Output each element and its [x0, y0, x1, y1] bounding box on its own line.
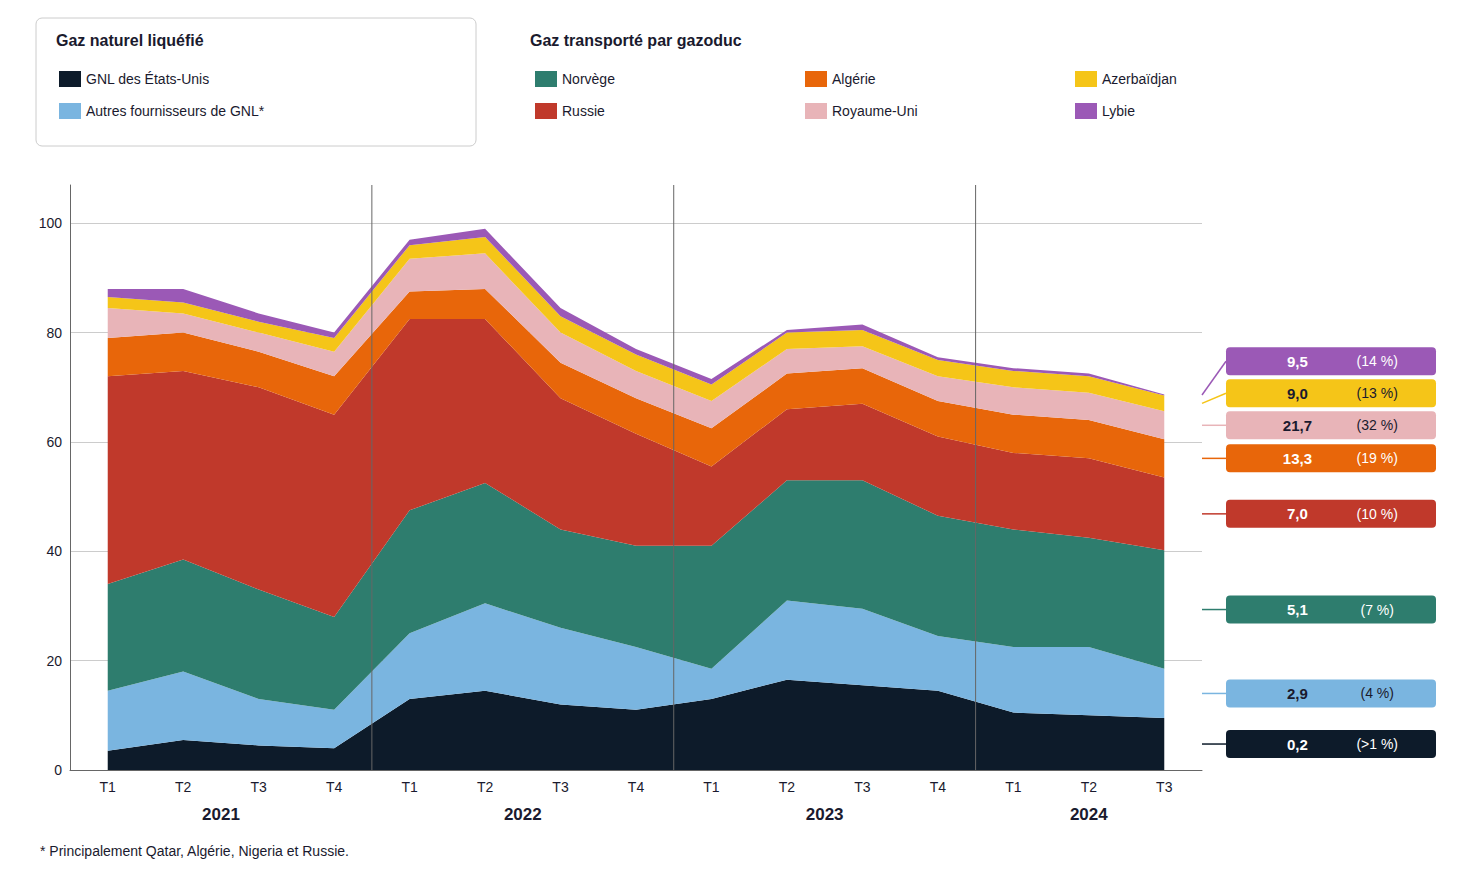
svg-text:GNL des États-Unis: GNL des États-Unis — [86, 71, 209, 87]
svg-text:Royaume-Uni: Royaume-Uni — [832, 103, 918, 119]
svg-text:2023: 2023 — [806, 805, 844, 824]
svg-text:40: 40 — [46, 543, 62, 559]
svg-text:80: 80 — [46, 325, 62, 341]
svg-text:(10 %): (10 %) — [1357, 506, 1398, 522]
svg-text:60: 60 — [46, 434, 62, 450]
svg-text:2024: 2024 — [1070, 805, 1108, 824]
svg-text:T1: T1 — [100, 779, 117, 795]
svg-text:T2: T2 — [175, 779, 192, 795]
svg-text:T3: T3 — [1156, 779, 1173, 795]
svg-text:Gaz naturel liquéfié: Gaz naturel liquéfié — [56, 32, 204, 49]
svg-text:T2: T2 — [1081, 779, 1098, 795]
svg-text:T3: T3 — [552, 779, 569, 795]
svg-text:2021: 2021 — [202, 805, 240, 824]
svg-text:0: 0 — [54, 762, 62, 778]
svg-text:* Principalement Qatar, Algéri: * Principalement Qatar, Algérie, Nigeria… — [40, 843, 349, 859]
svg-text:Autres fournisseurs de GNL*: Autres fournisseurs de GNL* — [86, 103, 265, 119]
svg-text:Azerbaïdjan: Azerbaïdjan — [1102, 71, 1177, 87]
svg-text:2,9: 2,9 — [1287, 685, 1308, 702]
svg-text:T1: T1 — [1005, 779, 1022, 795]
svg-text:(32 %): (32 %) — [1357, 417, 1398, 433]
svg-text:Gaz transporté par gazoduc: Gaz transporté par gazoduc — [530, 32, 742, 49]
svg-text:Lybie: Lybie — [1102, 103, 1135, 119]
svg-text:7,0: 7,0 — [1287, 505, 1308, 522]
svg-text:T2: T2 — [779, 779, 796, 795]
svg-text:T4: T4 — [930, 779, 947, 795]
svg-text:T1: T1 — [703, 779, 720, 795]
svg-text:T4: T4 — [628, 779, 645, 795]
svg-text:(13 %): (13 %) — [1357, 385, 1398, 401]
svg-text:(14 %): (14 %) — [1357, 353, 1398, 369]
svg-text:T2: T2 — [477, 779, 494, 795]
svg-text:100: 100 — [39, 215, 63, 231]
svg-text:13,3: 13,3 — [1283, 450, 1312, 467]
svg-text:20: 20 — [46, 653, 62, 669]
svg-text:(7 %): (7 %) — [1360, 602, 1393, 618]
svg-text:T3: T3 — [854, 779, 871, 795]
svg-text:2022: 2022 — [504, 805, 542, 824]
svg-text:Russie: Russie — [562, 103, 605, 119]
svg-text:(>1 %): (>1 %) — [1356, 736, 1398, 752]
svg-text:9,0: 9,0 — [1287, 385, 1308, 402]
svg-text:5,1: 5,1 — [1287, 601, 1308, 618]
svg-text:9,5: 9,5 — [1287, 353, 1308, 370]
svg-text:T3: T3 — [250, 779, 267, 795]
svg-text:21,7: 21,7 — [1283, 417, 1312, 434]
svg-text:T1: T1 — [401, 779, 418, 795]
svg-text:(4 %): (4 %) — [1360, 685, 1393, 701]
svg-text:Algérie: Algérie — [832, 71, 876, 87]
svg-text:T4: T4 — [326, 779, 343, 795]
svg-text:(19 %): (19 %) — [1357, 450, 1398, 466]
svg-text:Norvège: Norvège — [562, 71, 615, 87]
svg-text:0,2: 0,2 — [1287, 736, 1308, 753]
